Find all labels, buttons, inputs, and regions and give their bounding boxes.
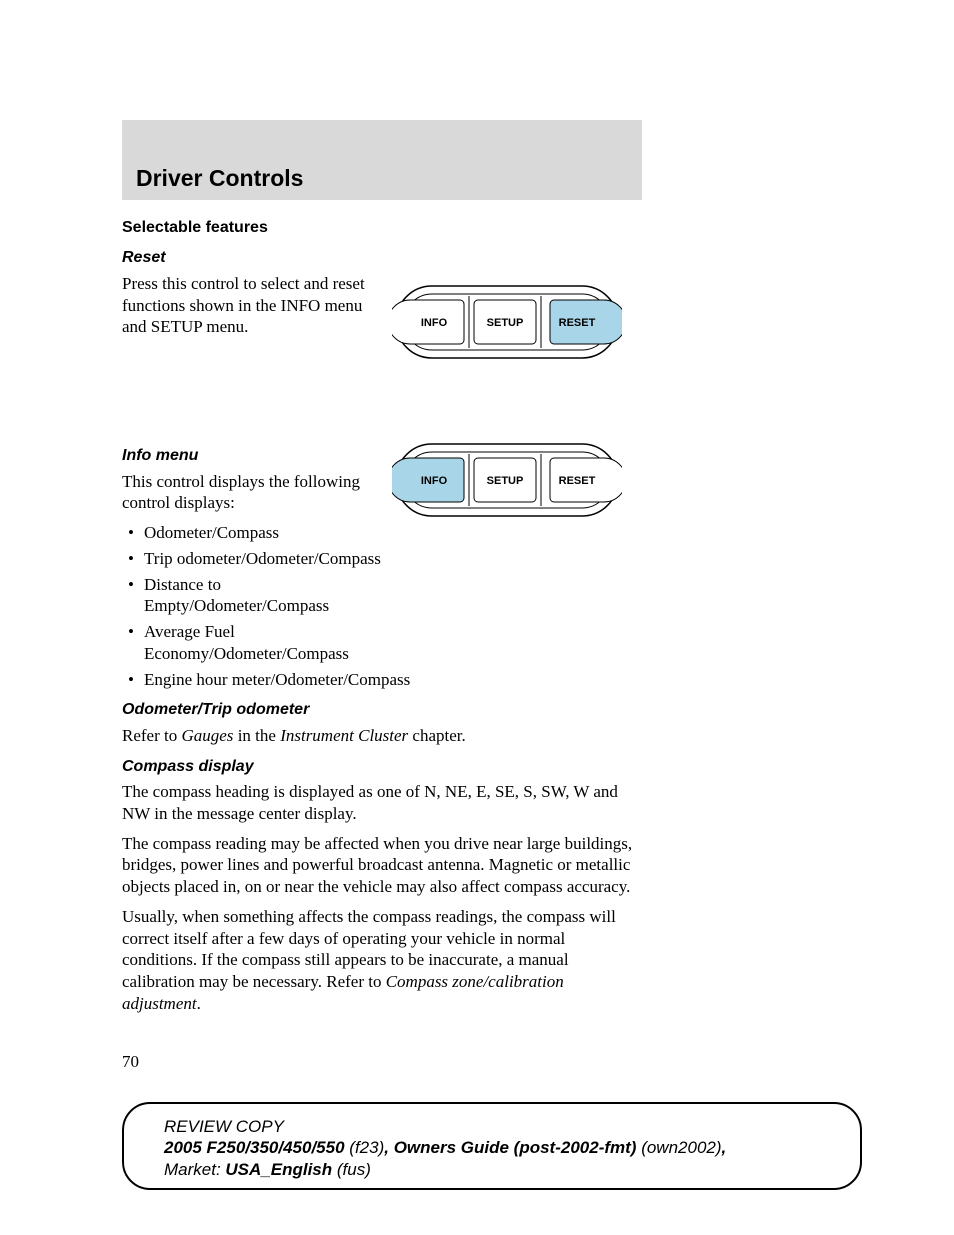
- section-title: Driver Controls: [136, 165, 303, 192]
- footer-line-1: REVIEW COPY: [164, 1116, 820, 1137]
- footer-line-2: 2005 F250/350/450/550 (f23), Owners Guid…: [164, 1137, 820, 1158]
- list-item: Average Fuel Economy/Odometer/Compass: [122, 621, 392, 665]
- text: (f23): [349, 1138, 384, 1157]
- heading-selectable-features: Selectable features: [122, 218, 642, 238]
- page-number: 70: [122, 1051, 642, 1073]
- diagram-g: INFO SETUP RESET: [392, 444, 622, 516]
- para-compass-2: The compass reading may be affected when…: [122, 833, 642, 898]
- diagram-label-setup: SETUP: [487, 475, 524, 487]
- info-menu-list: Odometer/Compass Trip odometer/Odometer/…: [122, 522, 392, 690]
- list-item: Distance to Empty/Odometer/Compass: [122, 574, 392, 618]
- diagram-label-setup: SETUP: [487, 317, 524, 329]
- text: in the: [233, 726, 280, 745]
- text: .: [197, 994, 201, 1013]
- text: Refer to: [122, 726, 181, 745]
- text: Market:: [164, 1160, 225, 1179]
- diagram-label-info: INFO: [421, 475, 448, 487]
- text-bold: 2005 F250/350/450/550: [164, 1138, 349, 1157]
- text-italic: Instrument Cluster: [280, 726, 408, 745]
- text-bold: USA_English: [225, 1160, 336, 1179]
- para-odometer: Refer to Gauges in the Instrument Cluste…: [122, 725, 642, 747]
- section-header-band: Driver Controls: [122, 120, 642, 200]
- footer-line-3: Market: USA_English (fus): [164, 1159, 820, 1180]
- heading-reset: Reset: [122, 248, 642, 268]
- text-bold: ,: [384, 1138, 393, 1157]
- footer-box: REVIEW COPY 2005 F250/350/450/550 (f23),…: [122, 1102, 862, 1190]
- heading-compass: Compass display: [122, 757, 642, 777]
- text: (own2002): [641, 1138, 721, 1157]
- text-bold: ,: [722, 1138, 727, 1157]
- text: chapter.: [408, 726, 466, 745]
- diagram-label-reset: RESET: [559, 317, 596, 329]
- button-panel-diagram-reset: INFO SETUP RESET: [392, 280, 622, 365]
- list-item: Trip odometer/Odometer/Compass: [122, 548, 392, 570]
- para-compass-1: The compass heading is displayed as one …: [122, 781, 642, 825]
- list-item: Odometer/Compass: [122, 522, 392, 544]
- button-panel-diagram-info: INFO SETUP RESET: [392, 438, 622, 523]
- text: (fus): [337, 1160, 371, 1179]
- diagram-label-info: INFO: [421, 317, 448, 329]
- para-compass-3: Usually, when something affects the comp…: [122, 906, 642, 1015]
- text-bold: Owners Guide (post-2002-fmt): [394, 1138, 641, 1157]
- list-item: Engine hour meter/Odometer/Compass: [122, 669, 622, 691]
- heading-odometer: Odometer/Trip odometer: [122, 700, 642, 720]
- diagram-g: INFO SETUP RESET: [392, 286, 622, 358]
- para-reset-body: Press this control to select and reset f…: [122, 273, 382, 338]
- para-info-intro: This control displays the following cont…: [122, 471, 382, 515]
- diagram-label-reset: RESET: [559, 475, 596, 487]
- text-italic: Gauges: [181, 726, 233, 745]
